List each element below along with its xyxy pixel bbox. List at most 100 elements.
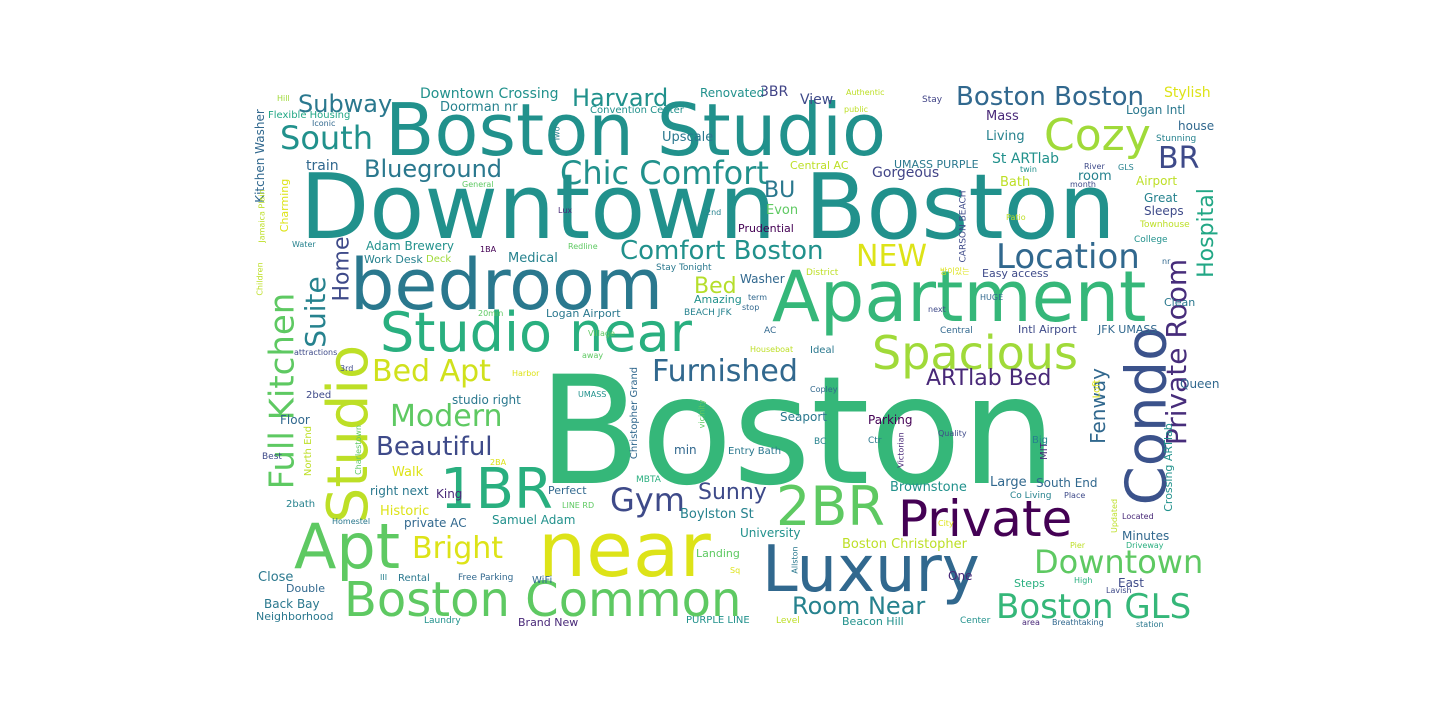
word: One bbox=[948, 569, 973, 583]
word: 20min bbox=[478, 309, 504, 318]
word: Medical bbox=[508, 251, 558, 266]
word: house bbox=[1178, 119, 1215, 133]
word: Great bbox=[1144, 191, 1178, 205]
word: Sq bbox=[730, 566, 741, 575]
word: Historic bbox=[380, 504, 430, 519]
word: MBTA bbox=[636, 475, 661, 485]
word: 방이있는 bbox=[940, 267, 970, 276]
word: CARSON BEACH bbox=[958, 190, 969, 263]
word: Modern bbox=[390, 399, 503, 434]
word: Jamaica Plain bbox=[257, 189, 267, 243]
word: Charlestown bbox=[353, 425, 363, 475]
word: Samuel Adam bbox=[492, 513, 576, 527]
word: Neighborhood bbox=[256, 610, 334, 623]
word: vicinity bbox=[697, 399, 707, 429]
word: Ctr bbox=[868, 436, 882, 446]
word: Water bbox=[292, 240, 316, 249]
word: Boston bbox=[538, 345, 1057, 519]
word: Two bbox=[552, 126, 562, 142]
word: NEW bbox=[856, 239, 928, 274]
word: next bbox=[928, 305, 946, 314]
word: month bbox=[1070, 180, 1096, 189]
word: III bbox=[380, 573, 388, 582]
word: studio right bbox=[452, 393, 521, 407]
word: College bbox=[1134, 235, 1168, 245]
word: away bbox=[582, 351, 604, 360]
word: General bbox=[462, 180, 494, 189]
word: Crossing ARTlab bbox=[1161, 423, 1175, 512]
word: Boston Studio bbox=[385, 88, 887, 172]
word: Room Near bbox=[792, 592, 926, 620]
word: Located bbox=[1122, 512, 1154, 521]
word: GLS bbox=[1118, 163, 1134, 172]
word: area bbox=[1022, 618, 1040, 627]
word: train bbox=[306, 158, 339, 174]
word: Flexible Housing bbox=[268, 110, 351, 121]
word: Chic Comfort bbox=[560, 154, 769, 192]
word: View bbox=[800, 92, 834, 108]
word: 2BR bbox=[776, 475, 885, 538]
word: St ARTlab bbox=[992, 151, 1060, 167]
word: LINE RD bbox=[562, 501, 595, 510]
word: Private Room bbox=[1160, 258, 1194, 446]
word: Gym bbox=[610, 481, 685, 519]
word: attractions bbox=[294, 348, 338, 357]
word: Minutes bbox=[1122, 529, 1170, 543]
word: Stay bbox=[922, 95, 943, 105]
word: Stylish bbox=[1164, 85, 1211, 101]
word: Beautiful bbox=[376, 432, 493, 462]
word: Close bbox=[258, 570, 294, 585]
word: Downtown Crossing bbox=[420, 86, 559, 102]
word: Patio bbox=[1006, 213, 1026, 222]
word: Living bbox=[986, 129, 1025, 144]
word: Free Parking bbox=[458, 573, 514, 583]
word: 3rd bbox=[340, 364, 354, 373]
word: University bbox=[740, 526, 801, 540]
word: Private bbox=[898, 490, 1073, 548]
word: Charming bbox=[278, 178, 292, 233]
word: Airport bbox=[1136, 174, 1178, 188]
word: Bright bbox=[412, 531, 504, 566]
word: Walk bbox=[392, 465, 424, 480]
word: Central AC bbox=[790, 159, 849, 172]
word: Downtown bbox=[1034, 543, 1204, 581]
word: Large bbox=[990, 475, 1027, 490]
word: twin bbox=[1020, 165, 1037, 174]
word: Work Desk bbox=[364, 253, 423, 266]
word: North End bbox=[303, 425, 315, 477]
word: Boston GLS bbox=[996, 587, 1192, 627]
word: Loft bbox=[1091, 379, 1103, 399]
word: Homestel bbox=[332, 517, 371, 526]
word: Clean bbox=[1164, 296, 1196, 309]
word: BU bbox=[764, 178, 796, 203]
word: Boston Christopher bbox=[842, 537, 967, 552]
word: public bbox=[844, 105, 869, 114]
word: Brownstone bbox=[890, 480, 967, 495]
word: Location bbox=[996, 237, 1140, 277]
word: 3BR bbox=[760, 84, 789, 100]
word: Suite bbox=[298, 276, 332, 348]
word: Copley bbox=[810, 385, 838, 394]
word: 2bath bbox=[286, 499, 316, 510]
word: near bbox=[538, 505, 711, 594]
word: Hill bbox=[277, 94, 290, 103]
word: Ideal bbox=[810, 345, 835, 356]
word: Back Bay bbox=[264, 597, 320, 611]
word: Quality bbox=[938, 429, 967, 438]
word: ARTlab Bed bbox=[926, 366, 1052, 391]
word: Intl Airport bbox=[1018, 323, 1077, 336]
word: Spacious bbox=[872, 326, 1078, 380]
word: Steps bbox=[1014, 577, 1045, 590]
word: Harbor bbox=[512, 369, 540, 378]
word: Mass bbox=[986, 109, 1019, 124]
word: Harvard bbox=[572, 84, 669, 112]
word: Allston bbox=[790, 546, 800, 574]
word: UMASS PURPLE bbox=[894, 158, 979, 171]
word: Convention Center bbox=[590, 105, 684, 116]
word: UMASS bbox=[578, 390, 607, 399]
word: Boston Common bbox=[344, 572, 742, 628]
word: Apt bbox=[294, 510, 401, 583]
word: 1BA bbox=[480, 245, 497, 254]
word: Place bbox=[1064, 491, 1086, 500]
